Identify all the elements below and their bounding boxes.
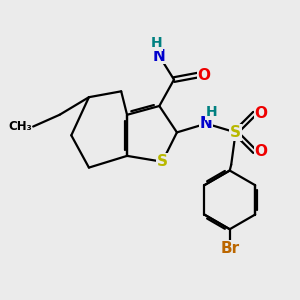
Text: O: O: [255, 144, 268, 159]
Text: H: H: [206, 105, 218, 119]
Text: CH₃: CH₃: [8, 120, 32, 133]
Text: N: N: [200, 116, 213, 131]
Text: Br: Br: [220, 241, 239, 256]
Text: O: O: [197, 68, 210, 83]
Text: S: S: [157, 154, 168, 169]
Text: S: S: [230, 125, 241, 140]
Text: H: H: [151, 36, 162, 50]
Text: O: O: [255, 106, 268, 121]
Text: N: N: [153, 49, 166, 64]
